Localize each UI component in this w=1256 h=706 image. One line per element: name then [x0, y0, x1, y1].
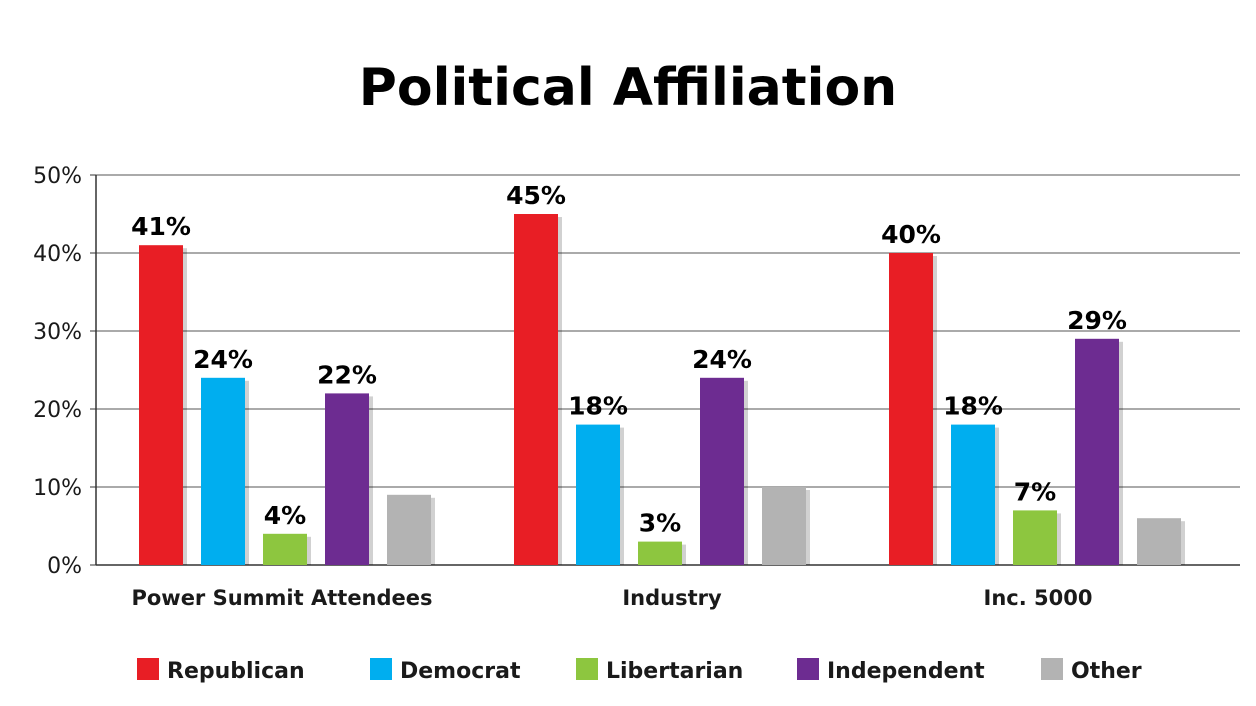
- data-label: 41%: [131, 212, 191, 241]
- y-tick-label: 10%: [33, 476, 82, 501]
- data-label: 24%: [692, 345, 752, 374]
- bar-libertarian-2: [638, 541, 682, 565]
- x-category-label: Power Summit Attendees: [131, 586, 432, 610]
- x-category-label: Inc. 5000: [984, 586, 1093, 610]
- legend-swatch-libertarian: [576, 658, 598, 680]
- legend-swatch-independent: [797, 658, 819, 680]
- bar-independent-2: [700, 377, 744, 565]
- bar-democrat-3: [951, 424, 995, 565]
- y-tick-label: 20%: [33, 398, 82, 423]
- bar-independent-1: [325, 393, 369, 565]
- bar-republican-3: [889, 253, 933, 565]
- data-label: 7%: [1014, 477, 1056, 506]
- data-label: 22%: [317, 360, 377, 389]
- data-label: 40%: [881, 220, 941, 249]
- bar-democrat-1: [201, 377, 245, 565]
- data-label: 18%: [568, 392, 628, 421]
- legend-label-other: Other: [1071, 659, 1142, 684]
- chart-title: Political Affiliation: [358, 58, 898, 118]
- x-category-label: Industry: [622, 586, 722, 610]
- data-label: 4%: [264, 501, 306, 530]
- data-label: 18%: [943, 392, 1003, 421]
- data-label: 29%: [1067, 306, 1127, 335]
- data-label: 45%: [506, 181, 566, 210]
- legend-label-libertarian: Libertarian: [606, 659, 743, 684]
- legend-label-republican: Republican: [167, 659, 305, 684]
- bar-republican-2: [514, 214, 558, 565]
- y-tick-label: 50%: [33, 164, 82, 189]
- bar-libertarian-1: [263, 533, 307, 565]
- bar-independent-3: [1075, 338, 1119, 565]
- legend-swatch-republican: [137, 658, 159, 680]
- bar-other-3: [1137, 518, 1181, 565]
- bar-other-1: [387, 494, 431, 565]
- y-tick-label: 0%: [47, 554, 82, 579]
- bar-libertarian-3: [1013, 510, 1057, 565]
- data-label: 3%: [639, 509, 681, 538]
- legend-swatch-democrat: [370, 658, 392, 680]
- bar-democrat-2: [576, 424, 620, 565]
- legend-label-independent: Independent: [827, 659, 985, 684]
- bar-other-2: [762, 487, 806, 565]
- data-label: 24%: [193, 345, 253, 374]
- bar-republican-1: [139, 245, 183, 565]
- y-tick-label: 40%: [33, 242, 82, 267]
- legend-label-democrat: Democrat: [400, 659, 521, 684]
- legend-swatch-other: [1041, 658, 1063, 680]
- y-tick-label: 30%: [33, 320, 82, 345]
